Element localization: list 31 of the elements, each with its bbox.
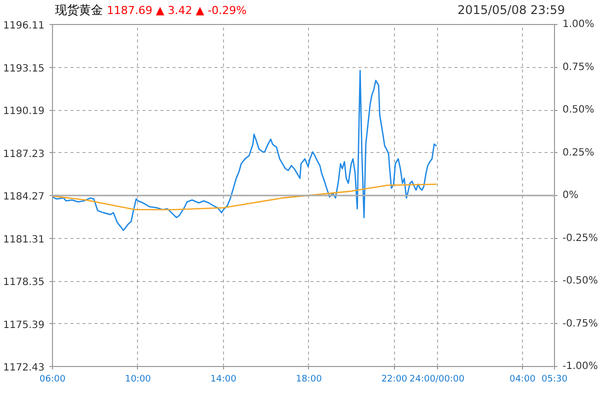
- y2-tick-label: 0.25%: [562, 147, 594, 158]
- x-tick-label: 05:30: [542, 374, 568, 384]
- x-tick-label: 24:00/00:00: [410, 374, 465, 384]
- y-tick-label: 1178.35: [3, 277, 45, 288]
- y2-tick-label: 0%: [562, 190, 578, 201]
- y2-tick-label: 0.75%: [562, 62, 594, 73]
- line-series: [52, 184, 438, 210]
- line-series: [52, 70, 438, 231]
- y-tick-label: 1196.11: [3, 20, 45, 32]
- x-tick-label: 04:00: [509, 374, 536, 384]
- y-tick-label: 1190.19: [3, 106, 45, 117]
- chart-title: 现货黄金: [55, 3, 103, 17]
- y2-tick-label: -0.25%: [562, 232, 598, 244]
- y2-tick-label: 0.50%: [562, 104, 594, 116]
- text: 2015/05/08 23:59: [457, 2, 565, 18]
- y2-tick-label: -0.75%: [562, 318, 598, 330]
- y2-tick-label: -1.00%: [562, 361, 598, 372]
- y-tick-label: 1172.43: [3, 362, 45, 374]
- y2-tick-label: -0.50%: [562, 276, 598, 286]
- x-tick-label: 10:00: [124, 374, 152, 384]
- x-tick-label: 18:00: [296, 374, 322, 384]
- chart-subtitle: 1187.69 ▲ 3.42 ▲ -0.29%: [106, 4, 247, 17]
- x-tick-label: 14:00: [210, 374, 237, 384]
- x-tick-label: 06:00: [40, 374, 66, 384]
- y-tick-label: 1187.23: [3, 148, 45, 160]
- y-tick-label: 1184.27: [3, 192, 45, 202]
- y2-tick-label: 1.00%: [562, 19, 594, 30]
- y-tick-label: 1181.31: [3, 234, 45, 246]
- y-tick-label: 1193.15: [3, 63, 45, 74]
- x-tick-label: 22:00: [381, 374, 408, 384]
- y-tick-label: 1175.39: [3, 320, 45, 331]
